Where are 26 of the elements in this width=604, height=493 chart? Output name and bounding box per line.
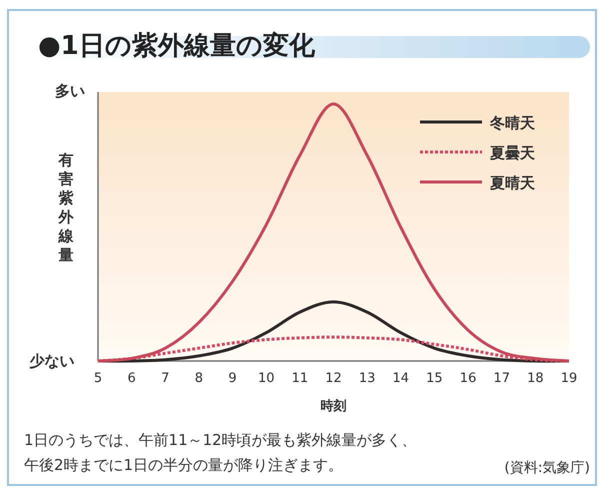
x-axis-title: 時刻: [320, 398, 346, 414]
x-tick-label: 6: [128, 371, 136, 386]
x-tick-label: 16: [460, 371, 476, 386]
y-axis-title: 有害紫外線量: [58, 151, 74, 264]
x-tick-label: 5: [94, 371, 102, 386]
text: 午後2時までに1日の半分の量が降り注ぎます。: [24, 456, 344, 474]
text: 多い: [55, 82, 85, 100]
x-tick-label: 7: [161, 371, 170, 386]
text: 1日のうちでは、午前11～12時頃が最も紫外線量が多く、: [24, 431, 417, 449]
x-tick-label: 9: [228, 371, 237, 386]
x-tick-label: 18: [527, 371, 544, 386]
text: (資料:気象庁): [504, 460, 590, 476]
legend-label: 夏晴天: [489, 174, 536, 192]
x-tick-label: 8: [194, 371, 204, 386]
x-tick-label: 12: [325, 371, 342, 386]
x-tick-label: 15: [426, 371, 443, 386]
x-tick-label: 17: [493, 371, 510, 386]
x-tick-label: 13: [358, 371, 376, 386]
x-tick-label: 14: [392, 371, 410, 386]
legend-label: 冬晴天: [489, 114, 536, 132]
x-tick-label: 19: [560, 371, 578, 386]
legend-label: 夏曇天: [489, 144, 536, 162]
text: 少ない: [30, 352, 74, 370]
x-tick-label: 10: [258, 371, 274, 386]
chart-title: ●1日の紫外線量の変化: [38, 31, 316, 61]
x-tick-label: 11: [292, 371, 308, 386]
